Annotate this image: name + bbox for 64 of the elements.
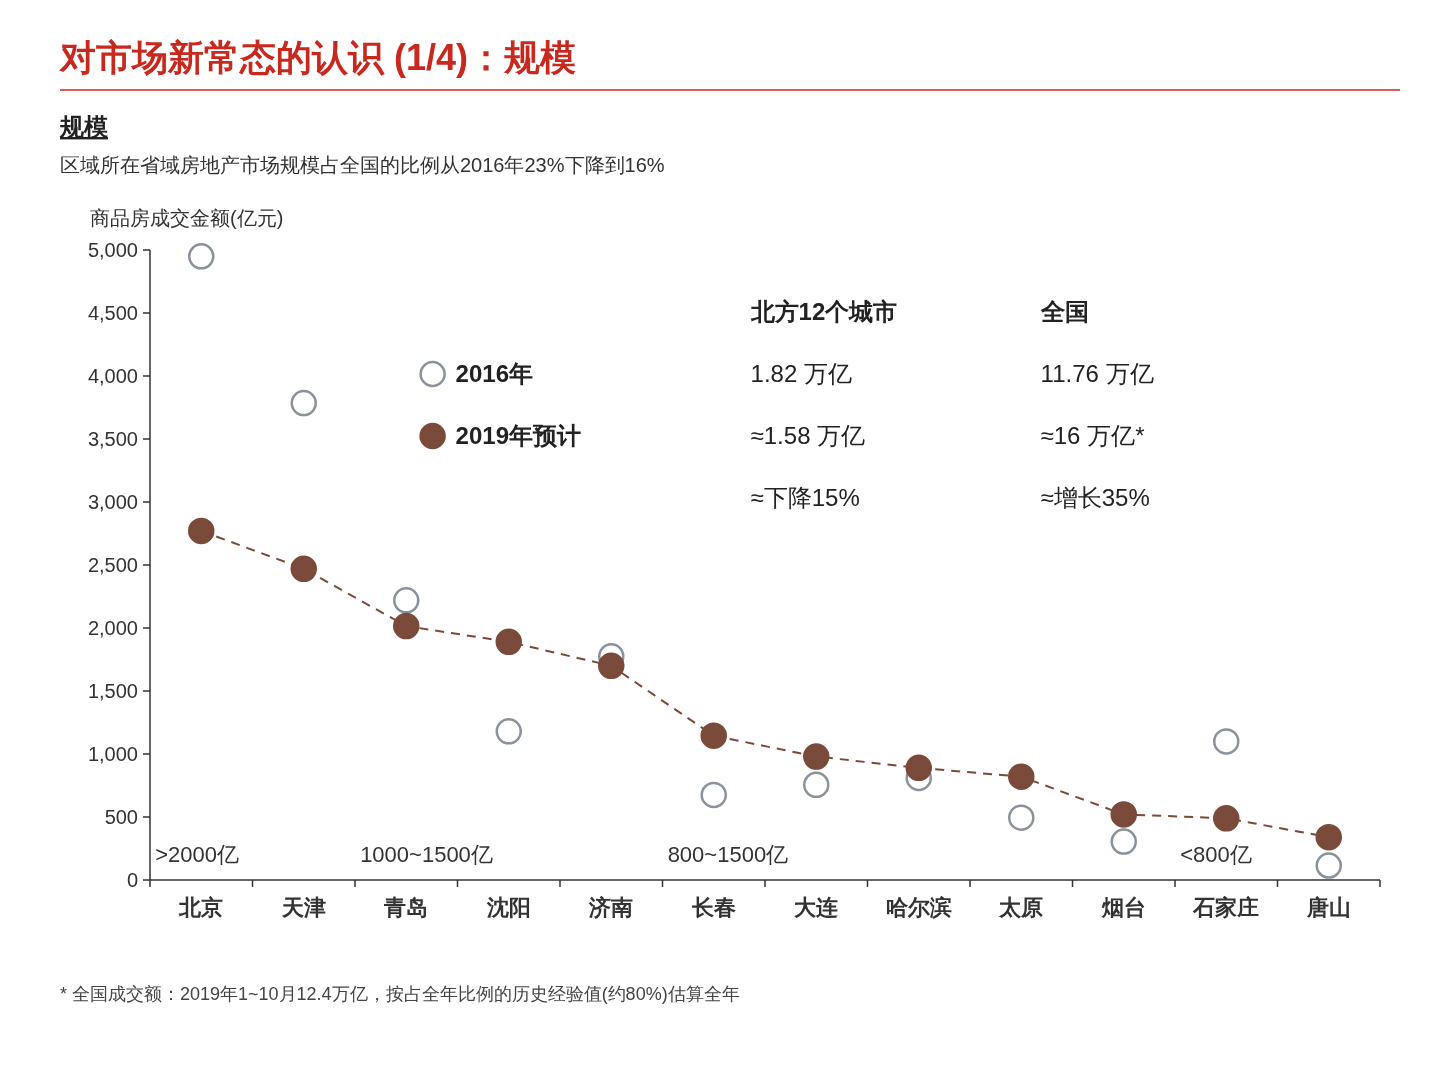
point xyxy=(1008,763,1035,790)
x-tick-label: 沈阳 xyxy=(485,895,531,920)
annotation: >2000亿 xyxy=(155,842,239,867)
x-tick-label: 长春 xyxy=(690,895,736,920)
annotation: ≈下降15% xyxy=(750,484,860,511)
point xyxy=(1213,805,1240,832)
point xyxy=(803,743,830,770)
x-tick-label: 哈尔滨 xyxy=(885,895,952,920)
annotation: 800~1500亿 xyxy=(667,842,789,867)
annotation: 1000~1500亿 xyxy=(360,842,493,867)
point xyxy=(803,771,830,799)
y-tick-label: 1,500 xyxy=(87,680,138,702)
x-tick-label: 济南 xyxy=(588,895,634,920)
annotation: ≈16 万亿* xyxy=(1040,422,1145,449)
text: * 全国成交额：2019年1~10月12.4万亿，按占全年比例的历史经验值(约80%)估算全年 xyxy=(60,984,740,1004)
y-tick-label: 500 xyxy=(104,806,138,828)
annotation: 全国 xyxy=(1039,298,1089,325)
x-tick-label: 太原 xyxy=(998,895,1044,920)
y-tick-label: 2,000 xyxy=(87,617,138,639)
x-tick-label: 天津 xyxy=(280,895,326,920)
x-tick-label: 烟台 xyxy=(1100,895,1146,920)
point xyxy=(1110,801,1137,828)
x-tick-label: 大连 xyxy=(794,895,839,920)
point xyxy=(1213,728,1240,755)
point xyxy=(290,555,317,583)
point xyxy=(290,389,317,417)
point xyxy=(1315,823,1342,851)
point xyxy=(393,612,420,640)
text: 规模 xyxy=(59,113,108,140)
y-tick-label: 1,000 xyxy=(87,743,138,765)
y-tick-label: 2,500 xyxy=(87,554,138,576)
point xyxy=(700,722,727,749)
annotation: 11.76 万亿 xyxy=(1040,360,1154,387)
point xyxy=(1110,828,1137,855)
y-tick-label: 0 xyxy=(126,869,138,891)
legend-label: 2019年预计 xyxy=(455,422,581,449)
annotation: ≈增长35% xyxy=(1040,484,1150,511)
y-tick-label: 5,000 xyxy=(87,239,138,261)
point xyxy=(495,628,522,656)
y-tick-label: 4,000 xyxy=(87,365,138,387)
point xyxy=(393,587,420,614)
point xyxy=(188,517,215,545)
y-axis-title: 商品房成交金额(亿元) xyxy=(90,207,284,229)
chart-subtitle: 区域所在省域房地产市场规模占全国的比例从2016年23%下降到16% xyxy=(60,154,665,176)
point xyxy=(905,754,932,782)
chart-title: 对市场新常态的认识 (1/4)：规模 xyxy=(59,37,577,78)
legend-label: 2016年 xyxy=(455,360,533,387)
x-tick-label: 石家庄 xyxy=(1192,895,1260,920)
annotation: 北方12个城市 xyxy=(749,298,898,325)
x-tick-label: 青岛 xyxy=(383,895,429,920)
point xyxy=(495,718,522,745)
y-tick-label: 3,500 xyxy=(87,428,138,450)
annotation: 1.82 万亿 xyxy=(750,360,852,387)
point xyxy=(1008,804,1035,831)
point xyxy=(598,652,625,680)
point xyxy=(188,243,215,270)
point xyxy=(700,781,727,809)
y-tick-label: 4,500 xyxy=(87,302,138,324)
x-tick-label: 北京 xyxy=(178,895,224,920)
annotation: ≈1.58 万亿 xyxy=(750,422,866,449)
y-tick-label: 3,000 xyxy=(87,491,138,513)
x-tick-label: 唐山 xyxy=(1305,895,1351,920)
point xyxy=(1315,852,1342,879)
annotation: <800亿 xyxy=(1180,842,1252,867)
